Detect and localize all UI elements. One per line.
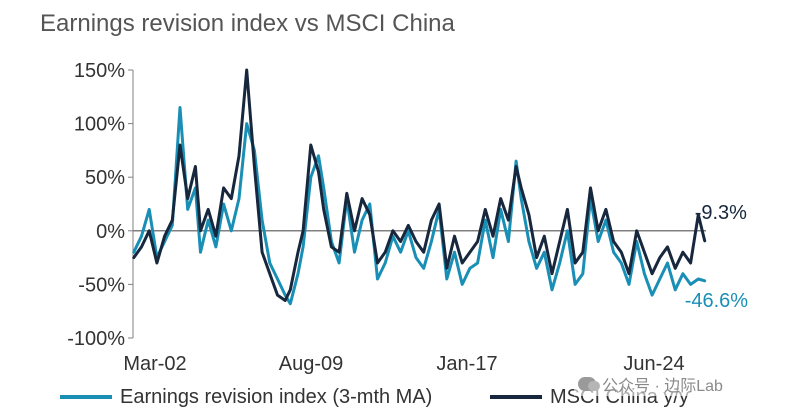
legend-item-earnings: Earnings revision index (3-mth MA) <box>60 380 432 414</box>
y-tick-label: 0% <box>96 221 125 243</box>
watermark-text: 公众号 · 边际Lab <box>602 378 723 395</box>
y-tick-label: 100% <box>74 114 125 136</box>
series-line-msci <box>132 68 707 302</box>
legend-label-earnings: Earnings revision index (3-mth MA) <box>120 385 433 408</box>
chart-title: Earnings revision index vs MSCI China <box>40 10 455 37</box>
chat-bubble-icon <box>578 377 600 391</box>
annotation-earnings: -46.6% <box>685 290 749 312</box>
series-line-earnings <box>132 106 707 306</box>
y-tick-label: -50% <box>78 274 125 296</box>
legend-swatch-msci <box>490 395 542 399</box>
y-tick-label: 150% <box>74 60 125 82</box>
x-tick-label: Jan-17 <box>436 353 497 375</box>
annotation-msci: -9.3% <box>695 202 747 224</box>
y-tick-label: 50% <box>85 167 125 189</box>
x-tick-label: Mar-02 <box>123 353 186 375</box>
x-tick-label: Aug-09 <box>279 353 344 375</box>
y-tick-label: -100% <box>67 328 125 350</box>
x-tick-label: Jun-24 <box>623 353 684 375</box>
watermark: 公众号 · 边际Lab <box>574 372 727 396</box>
legend-swatch-earnings <box>60 395 112 399</box>
